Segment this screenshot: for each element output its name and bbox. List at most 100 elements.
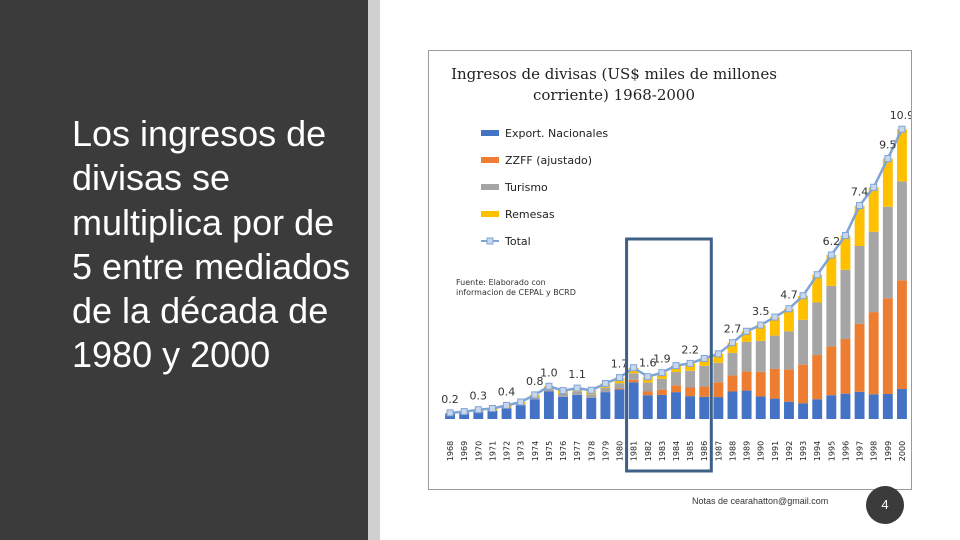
legend-swatch-export-nacionales — [481, 130, 499, 136]
total-label-1995: 6.2 — [823, 235, 841, 248]
bar-segment-3-1980 — [614, 383, 625, 389]
total-label-1997: 7.4 — [851, 186, 869, 199]
bar-segment-1-1978 — [586, 397, 597, 419]
total-label-1999: 9.5 — [879, 139, 897, 152]
bar-segment-2-2000 — [896, 280, 907, 390]
total-marker-1976 — [559, 387, 567, 395]
bar-segment-4-1985 — [685, 363, 696, 371]
legend-label-total: Total — [504, 235, 531, 248]
bar-segment-2-1993 — [798, 364, 809, 404]
bar-segment-1-1970 — [473, 411, 484, 419]
x-tick-1970: 1970 — [474, 441, 483, 461]
chart-title-line2: corriente) 1968-2000 — [533, 86, 695, 104]
x-tick-1971: 1971 — [488, 441, 497, 461]
bar-segment-2-1996 — [840, 338, 851, 394]
x-tick-1984: 1984 — [672, 441, 681, 461]
bar-segment-3-1983 — [656, 378, 667, 390]
bar-segment-3-1984 — [671, 372, 681, 386]
chart-legend: Export. Nacionales ZZFF (ajustado) Turismo… — [481, 127, 608, 248]
x-tick-1982: 1982 — [644, 441, 653, 461]
bar-segment-3-1975 — [543, 389, 554, 392]
total-marker-1975 — [545, 382, 553, 390]
total-label-1992: 4.7 — [780, 289, 798, 302]
x-tick-2000: 2000 — [898, 441, 907, 461]
x-tick-1995: 1995 — [827, 441, 836, 461]
legend-label-export-nacionales: Export. Nacionales — [505, 127, 608, 140]
bar-segment-2-1991 — [769, 368, 780, 399]
x-tick-1994: 1994 — [813, 441, 822, 461]
bar-segment-2-1990 — [755, 371, 766, 397]
total-marker-1980 — [616, 374, 624, 382]
chart-x-ticks: 1968 1969 1970 1971 1972 1973 1974 1975 1976 1977… — [446, 441, 907, 461]
bar-segment-4-1989 — [741, 331, 752, 342]
total-label-1982: 1.6 — [639, 357, 657, 370]
total-marker-1979 — [601, 379, 609, 387]
bar-segment-3-1992 — [784, 331, 794, 370]
bar-segment-4-2000 — [896, 129, 907, 182]
total-marker-1985 — [686, 359, 694, 367]
bar-segment-1-1986 — [699, 396, 710, 419]
total-marker-1997 — [856, 202, 864, 210]
bar-segment-1-1971 — [487, 410, 498, 419]
x-tick-1969: 1969 — [460, 441, 469, 461]
x-tick-1980: 1980 — [616, 441, 625, 461]
total-marker-1969 — [460, 408, 468, 416]
bar-segment-2-1989 — [741, 371, 752, 391]
bar-segment-3-2000 — [896, 181, 907, 281]
total-marker-1970 — [474, 406, 482, 414]
bar-segment-2-1998 — [868, 312, 879, 395]
bar-segment-3-1985 — [685, 370, 696, 388]
legend-swatch-turismo — [481, 184, 499, 190]
x-tick-1975: 1975 — [545, 441, 554, 461]
bar-segment-1-1980 — [614, 389, 625, 419]
chart-title-line1: Ingresos de divisas (US$ miles de millon… — [451, 65, 777, 83]
bar-segment-1-1998 — [868, 394, 879, 419]
chart-frame: Ingresos de divisas (US$ miles de millon… — [428, 50, 914, 490]
highlight-box — [625, 237, 713, 473]
total-marker-1972 — [503, 401, 511, 409]
total-label-2000: 10.9 — [890, 109, 911, 122]
bar-segment-1-1969 — [459, 413, 470, 419]
bar-segment-1-1979 — [600, 392, 611, 419]
bar-segment-3-1989 — [741, 341, 752, 372]
total-label-1990: 3.5 — [752, 305, 770, 318]
bar-segment-1-1994 — [812, 399, 823, 419]
bar-segment-2-1982 — [642, 391, 653, 396]
x-tick-1977: 1977 — [573, 441, 582, 461]
bar-segment-3-1999 — [882, 206, 893, 299]
bar-segment-1-1985 — [685, 396, 696, 419]
total-label-1985: 2.2 — [681, 343, 699, 356]
bar-segment-4-1986 — [699, 358, 710, 366]
x-tick-1997: 1997 — [856, 441, 865, 461]
bar-segment-1-2000 — [896, 389, 907, 419]
panel-divider — [368, 0, 380, 540]
bar-segment-1-1999 — [882, 393, 893, 419]
x-tick-1976: 1976 — [559, 441, 568, 461]
bar-segment-1-1974 — [529, 399, 540, 419]
total-label-1983: 1.9 — [653, 353, 671, 366]
x-tick-1974: 1974 — [531, 441, 540, 461]
bar-segment-3-1991 — [769, 335, 780, 369]
bar-segment-2-1981 — [628, 379, 639, 383]
total-marker-1996 — [841, 231, 849, 239]
x-tick-1987: 1987 — [714, 441, 723, 461]
bar-segment-4-1995 — [826, 254, 837, 286]
bar-segment-2-1986 — [699, 386, 710, 397]
legend-swatch-remesas — [481, 211, 499, 217]
x-tick-1998: 1998 — [870, 441, 879, 461]
bar-segment-1-1995 — [826, 395, 837, 419]
bar-segment-3-1995 — [826, 285, 837, 347]
legend-label-turismo: Turismo — [504, 181, 548, 194]
total-marker-1978 — [587, 386, 595, 394]
x-tick-1973: 1973 — [517, 441, 526, 461]
total-marker-1984 — [672, 362, 680, 370]
bar-segment-3-1993 — [798, 319, 809, 365]
total-marker-1982 — [644, 373, 652, 381]
total-marker-1992 — [785, 305, 793, 313]
bar-segment-1-1977 — [572, 394, 583, 419]
total-label-1970: 0.3 — [470, 390, 488, 403]
x-tick-1968: 1968 — [446, 441, 455, 461]
chart-highlight — [625, 237, 713, 473]
bar-segment-3-1998 — [868, 231, 879, 313]
bar-segment-3-1982 — [642, 382, 653, 392]
